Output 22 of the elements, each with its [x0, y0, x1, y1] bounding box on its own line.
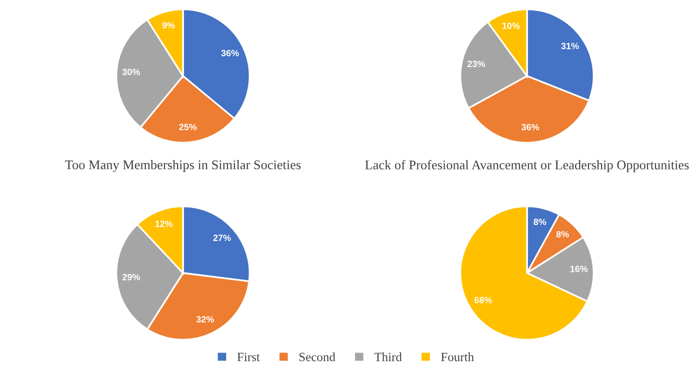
data-label: 68%	[474, 296, 492, 304]
chart-title: Lack of Profesional Avancement or Leadership Opportunities	[365, 160, 689, 172]
data-label: 30%	[122, 68, 140, 76]
data-label: 8%	[534, 218, 546, 226]
legend-label: Third	[374, 352, 402, 362]
data-label: 12%	[155, 220, 173, 228]
data-label: 25%	[179, 124, 197, 130]
data-label: 9%	[162, 22, 175, 28]
chart-title: Too Many Memberships in Similar Societies	[65, 160, 301, 172]
data-label: 29%	[122, 274, 140, 280]
legend-label: Second	[299, 352, 336, 362]
data-label: 36%	[521, 124, 540, 130]
data-label: 27%	[213, 234, 231, 242]
data-label: 23%	[468, 60, 486, 68]
data-label: 32%	[196, 316, 214, 322]
data-label: 31%	[561, 42, 579, 50]
legend-label: Fourth	[441, 352, 474, 362]
data-label: 10%	[502, 22, 520, 29]
data-label: 8%	[556, 231, 569, 238]
data-label: 16%	[570, 266, 588, 272]
legend-label: First	[237, 352, 260, 362]
data-label: 36%	[221, 50, 239, 56]
